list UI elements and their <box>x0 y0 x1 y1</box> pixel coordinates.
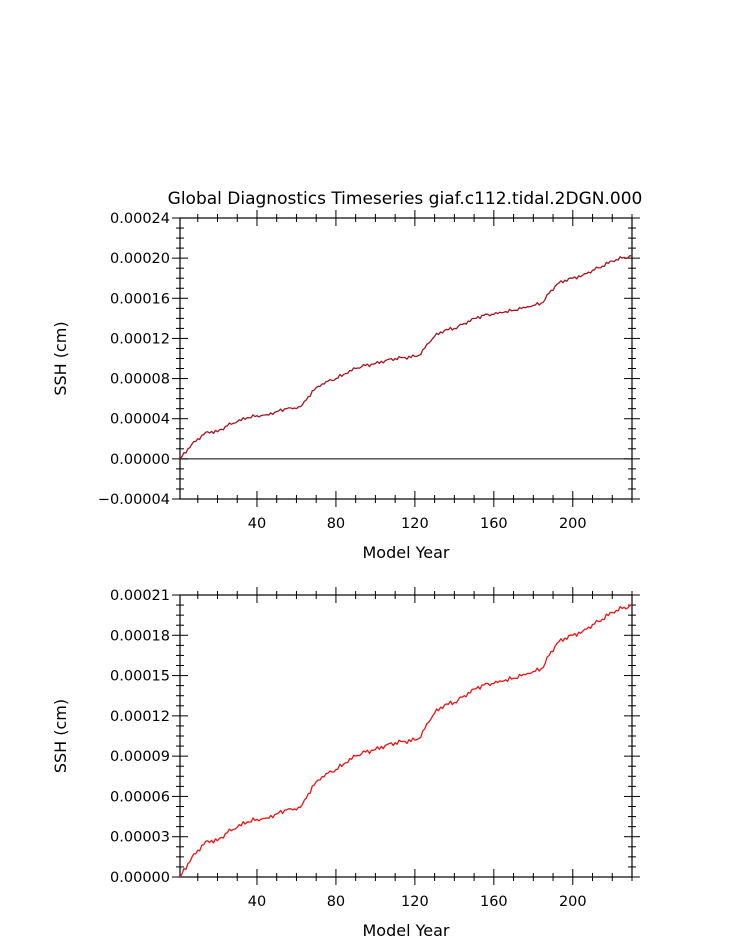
y-tick-label: 0.00000 <box>110 870 170 886</box>
y-axis-title: SSH (cm) <box>51 699 70 773</box>
y-tick-label: 0.00018 <box>110 628 170 644</box>
y-axis-title: SSH (cm) <box>51 321 70 395</box>
y-tick-label: 0.00021 <box>110 588 170 604</box>
y-tick-label: 0.00016 <box>110 291 170 307</box>
x-tick-label: 80 <box>327 516 345 532</box>
x-tick-label: 40 <box>248 516 266 532</box>
y-tick-label: 0.00006 <box>110 789 170 805</box>
y-tick-label: −0.00004 <box>98 492 170 508</box>
y-tick-label: 0.00000 <box>110 452 170 468</box>
x-tick-label: 80 <box>327 894 345 910</box>
x-axis-title: Model Year <box>363 921 450 940</box>
y-tick-label: 0.00020 <box>110 251 170 267</box>
x-tick-label: 200 <box>559 516 587 532</box>
chart-title: Global Diagnostics Timeseries giaf.c112.… <box>168 189 643 209</box>
plot-frame <box>179 594 633 878</box>
y-tick-label: 0.00008 <box>110 372 170 388</box>
y-tick-label: 0.00024 <box>110 211 170 227</box>
x-axis-title: Model Year <box>363 543 450 562</box>
series-line-0 <box>179 604 633 878</box>
y-tick-label: 0.00012 <box>110 709 170 725</box>
y-tick-label: 0.00003 <box>110 830 170 846</box>
x-tick-label: 160 <box>480 516 508 532</box>
x-tick-label: 200 <box>559 894 587 910</box>
x-tick-label: 120 <box>401 894 429 910</box>
x-tick-label: 40 <box>248 894 266 910</box>
y-tick-label: 0.00004 <box>110 412 170 428</box>
x-tick-label: 120 <box>401 516 429 532</box>
y-tick-label: 0.00012 <box>110 331 170 347</box>
bottom-panel: 0.00000 0.00003 0.00006 0.00009 0.00012 0.000… <box>51 587 640 940</box>
top-panel: −0.00004 0.00000 0.00004 0.00008 0.00012 0.00… <box>51 210 640 562</box>
y-tick-label: 0.00015 <box>110 669 170 685</box>
x-tick-label: 160 <box>480 894 508 910</box>
series-line-0 <box>179 254 633 460</box>
y-tick-label: 0.00009 <box>110 749 170 765</box>
